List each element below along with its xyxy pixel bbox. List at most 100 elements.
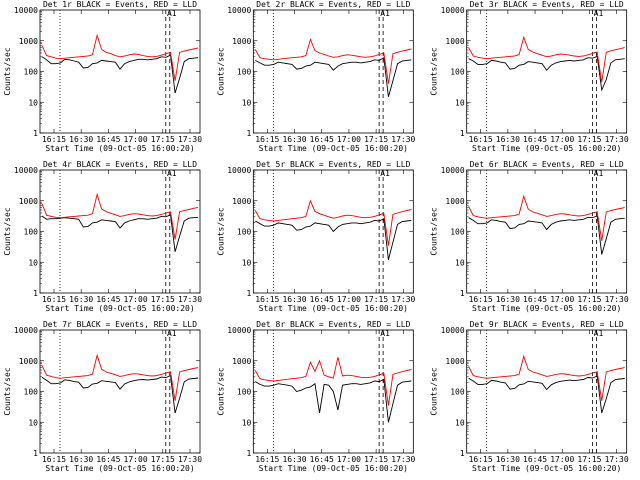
y-tick-label: 10000 <box>227 6 251 15</box>
x-tick-label: 17:15 <box>364 295 388 304</box>
y-tick-label: 10 <box>455 258 465 267</box>
chart-title: Det 4r BLACK = Events, RED = LLD <box>43 160 197 169</box>
annotation-label: A1 <box>380 329 390 338</box>
x-tick-label: 17:30 <box>605 295 629 304</box>
y-tick-label: 100 <box>450 228 465 237</box>
chart-panel: Det 2r BLACK = Events, RED = LLD 1 10 100 10… <box>216 0 415 153</box>
x-tick-label: 16:15 <box>255 455 279 464</box>
lld-series-line <box>254 357 412 406</box>
x-tick-label: 17:00 <box>550 135 574 144</box>
x-axis-label: Start Time (09-Oct-05 16:00:20) <box>472 304 621 313</box>
chart-title: Det 5r BLACK = Events, RED = LLD <box>256 160 410 169</box>
x-tick-label: 17:30 <box>605 455 629 464</box>
x-tick-label: 17:30 <box>391 135 415 144</box>
lld-series-line <box>468 35 625 83</box>
x-axis-label: Start Time (09-Oct-05 16:00:20) <box>45 144 194 153</box>
lld-series-line <box>254 199 412 246</box>
chart-title: Det 3r BLACK = Events, RED = LLD <box>470 0 624 9</box>
x-tick-label: 17:30 <box>178 455 202 464</box>
plot-frame <box>39 329 201 454</box>
x-tick-label: 17:15 <box>151 295 175 304</box>
y-tick-label: 1000 <box>232 357 251 366</box>
x-tick-label: 16:45 <box>523 295 547 304</box>
x-tick-label: 16:30 <box>69 455 93 464</box>
chart-panel: Det 6r BLACK = Events, RED = LLD 1 10 100 10… <box>430 160 629 313</box>
annotation-label: A1 <box>594 9 604 18</box>
y-axis-label: Counts/sec <box>216 47 225 95</box>
y-tick-label: 1 <box>247 289 252 298</box>
plot-frame <box>466 9 628 134</box>
y-tick-label: 100 <box>24 388 39 397</box>
x-tick-label: 17:15 <box>151 135 175 144</box>
chart-title: Det 1r BLACK = Events, RED = LLD <box>43 0 197 9</box>
annotation-label: A1 <box>380 169 390 178</box>
lld-series-line <box>468 194 625 241</box>
y-axis-label: Counts/sec <box>3 367 12 415</box>
annotation-label: A1 <box>380 9 390 18</box>
y-tick-label: 100 <box>450 388 465 397</box>
y-tick-label: 10000 <box>441 166 465 175</box>
x-tick-label: 16:30 <box>282 295 306 304</box>
y-tick-label: 1000 <box>445 197 464 206</box>
x-tick-label: 17:00 <box>337 295 361 304</box>
x-tick-label: 16:30 <box>282 455 306 464</box>
x-tick-label: 16:15 <box>255 135 279 144</box>
x-tick-label: 16:45 <box>96 295 120 304</box>
x-tick-label: 17:00 <box>124 295 148 304</box>
x-tick-label: 17:00 <box>124 135 148 144</box>
chart-panel: Det 1r BLACK = Events, RED = LLD 1 10 100 10… <box>3 0 202 153</box>
x-tick-label: 17:30 <box>391 455 415 464</box>
x-tick-label: 16:45 <box>310 135 334 144</box>
x-tick-label: 16:30 <box>282 135 306 144</box>
y-tick-label: 10 <box>455 98 465 107</box>
x-tick-label: 16:45 <box>96 455 120 464</box>
events-series-line <box>255 218 412 260</box>
y-axis-label: Counts/sec <box>430 207 439 255</box>
y-axis-label: Counts/sec <box>3 47 12 95</box>
y-tick-label: 100 <box>237 68 252 77</box>
x-tick-label: 16:15 <box>469 295 493 304</box>
y-tick-label: 1 <box>247 449 252 458</box>
y-tick-label: 10 <box>242 258 252 267</box>
plot-frame <box>39 9 201 134</box>
x-axis-label: Start Time (09-Oct-05 16:00:20) <box>259 304 408 313</box>
x-axis-label: Start Time (09-Oct-05 16:00:20) <box>45 304 194 313</box>
y-tick-label: 10 <box>28 418 38 427</box>
plot-frame <box>252 9 414 134</box>
x-tick-label: 17:00 <box>124 455 148 464</box>
y-tick-label: 1 <box>33 289 38 298</box>
x-tick-label: 16:45 <box>96 135 120 144</box>
x-tick-label: 16:45 <box>523 135 547 144</box>
annotation-label: A1 <box>594 329 604 338</box>
x-axis-label: Start Time (09-Oct-05 16:00:20) <box>472 464 621 473</box>
lld-series-line <box>254 38 412 84</box>
lld-series-line <box>41 192 199 240</box>
y-tick-label: 10 <box>28 258 38 267</box>
x-tick-label: 16:30 <box>496 135 520 144</box>
chart-title: Det 6r BLACK = Events, RED = LLD <box>470 160 624 169</box>
y-tick-label: 1000 <box>232 37 251 46</box>
x-tick-label: 16:30 <box>69 135 93 144</box>
y-tick-label: 100 <box>237 388 252 397</box>
x-tick-label: 16:15 <box>42 135 66 144</box>
y-tick-label: 100 <box>450 68 465 77</box>
y-tick-label: 1 <box>33 449 38 458</box>
x-tick-label: 16:45 <box>310 295 334 304</box>
annotation-label: A1 <box>594 169 604 178</box>
y-tick-label: 10 <box>28 98 38 107</box>
x-tick-label: 17:15 <box>577 295 601 304</box>
x-tick-label: 16:15 <box>469 135 493 144</box>
chart-panel: Det 5r BLACK = Events, RED = LLD 1 10 100 10… <box>216 160 415 313</box>
x-tick-label: 16:15 <box>255 295 279 304</box>
lld-series-line <box>41 353 199 401</box>
y-tick-label: 10000 <box>14 166 38 175</box>
y-tick-label: 1000 <box>232 197 251 206</box>
plot-frame <box>466 329 628 454</box>
y-tick-label: 100 <box>24 228 39 237</box>
y-tick-label: 10 <box>455 418 465 427</box>
y-tick-label: 10000 <box>441 326 465 335</box>
y-tick-label: 1 <box>460 129 465 138</box>
x-axis-label: Start Time (09-Oct-05 16:00:20) <box>45 464 194 473</box>
chart-title: Det 7r BLACK = Events, RED = LLD <box>43 320 197 329</box>
chart-panel: Det 7r BLACK = Events, RED = LLD 1 10 100 10… <box>3 320 202 473</box>
